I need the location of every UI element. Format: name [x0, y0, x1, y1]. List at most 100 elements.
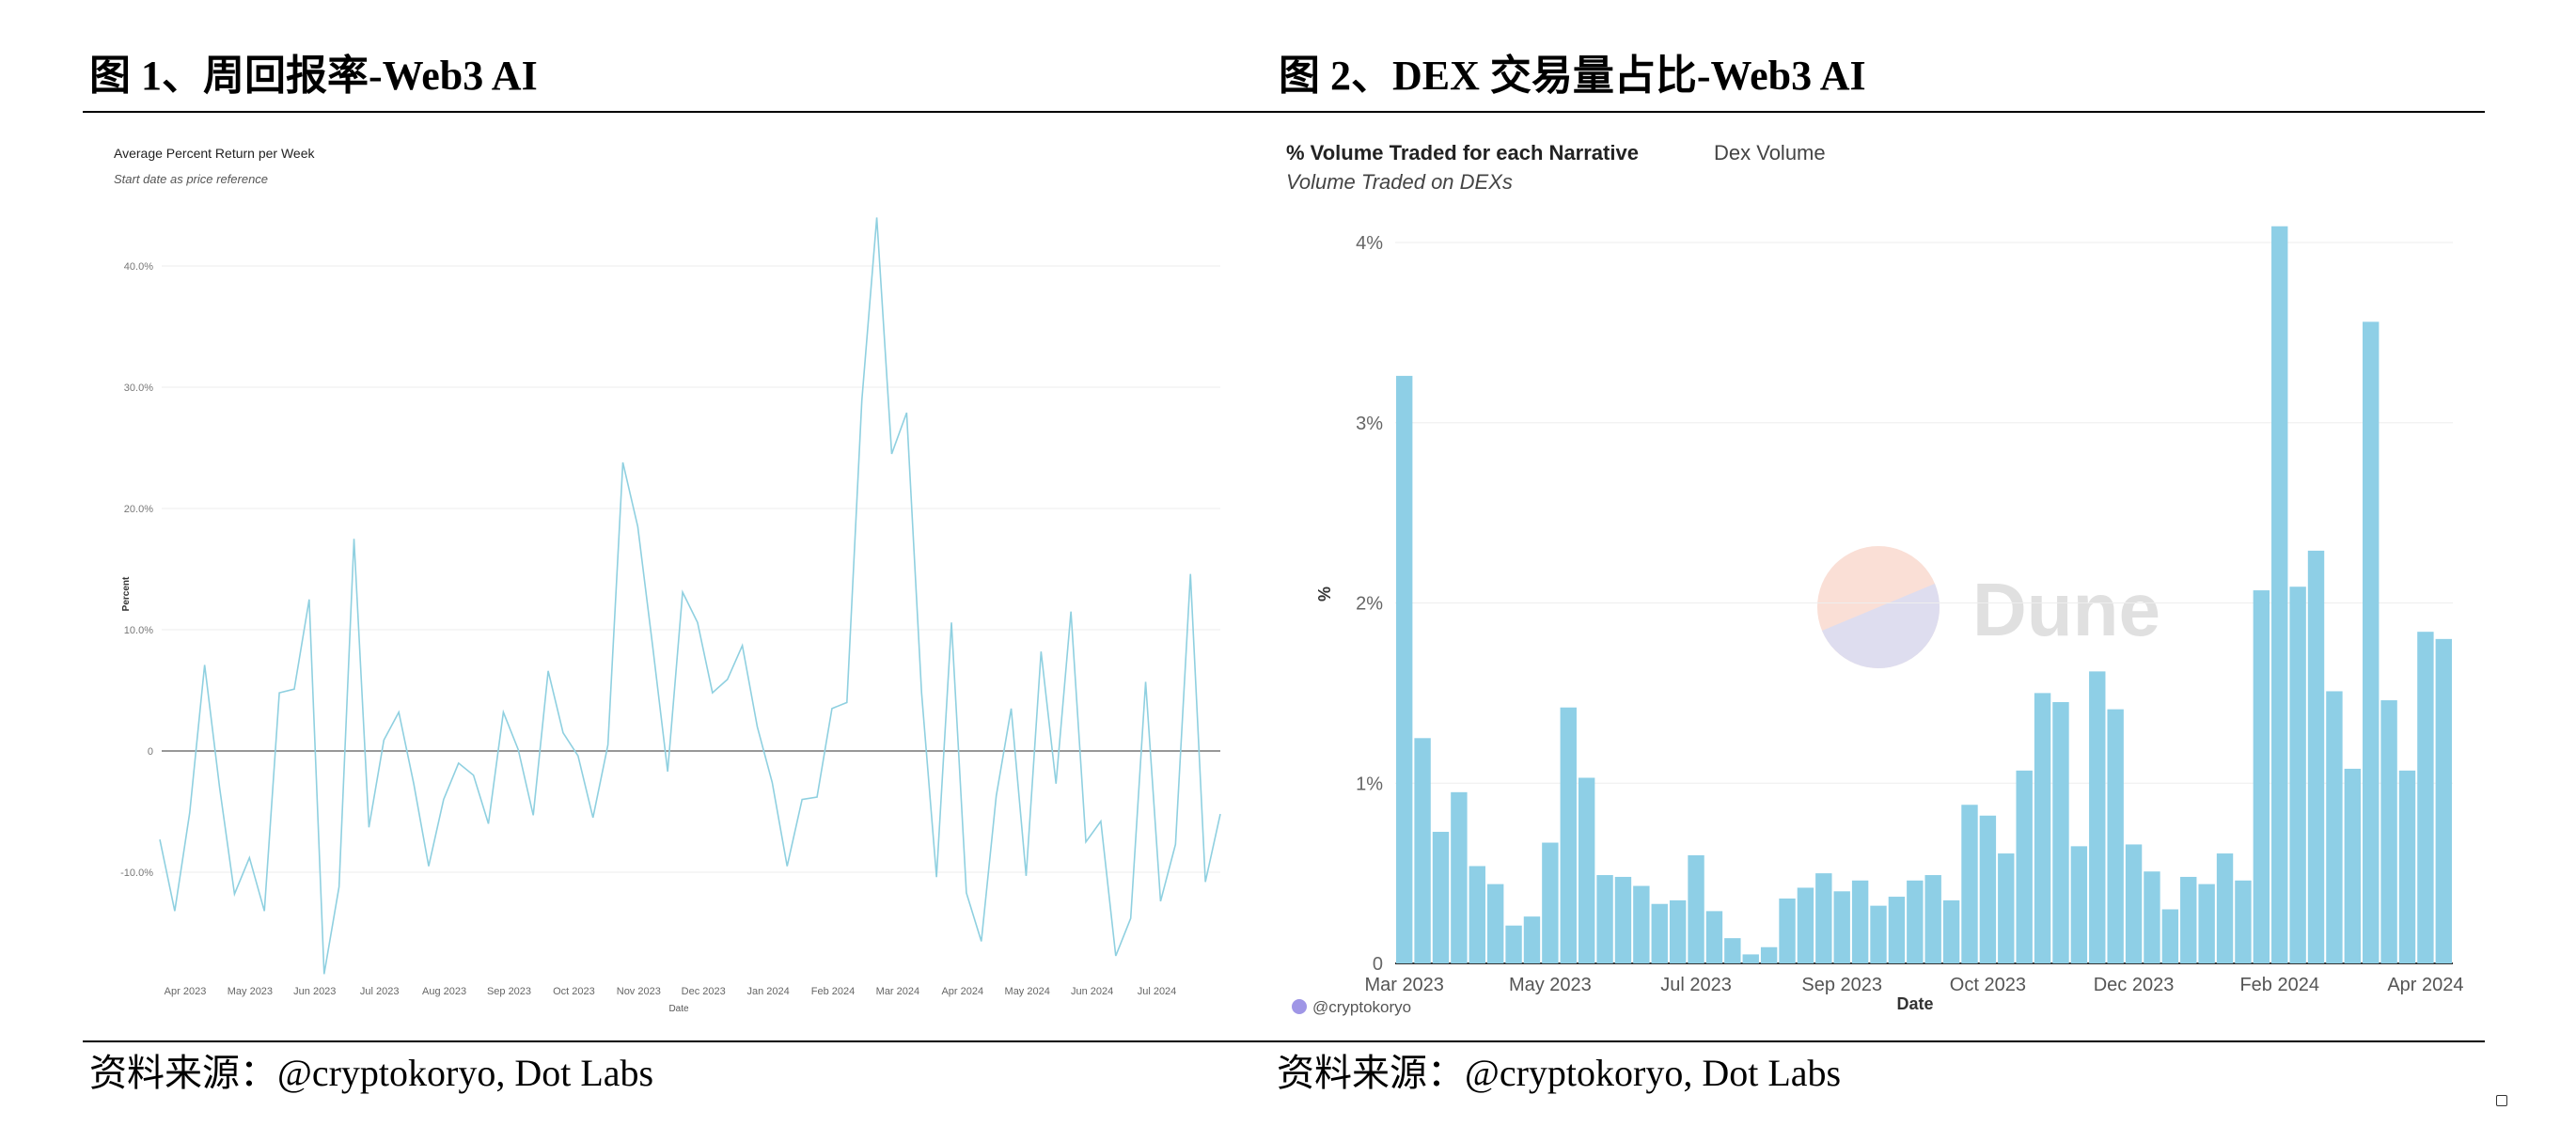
bar — [1651, 903, 1668, 963]
user-avatar-icon — [1292, 999, 1307, 1014]
figure-1-source: 资料来源：@cryptokoryo, Dot Labs — [89, 1052, 654, 1094]
x-tick-label: Sep 2023 — [1801, 975, 1882, 995]
bar — [1469, 866, 1485, 963]
x-tick-label: Jun 2023 — [293, 986, 336, 997]
bar — [1596, 875, 1613, 963]
bar — [1414, 738, 1431, 963]
bar — [1961, 805, 1978, 963]
x-tick-label: May 2023 — [228, 986, 273, 997]
bar — [2271, 226, 2288, 963]
weekly-return-line-chart: Average Percent Return per Week Start da… — [114, 146, 1221, 1014]
x-tick-label: May 2023 — [1509, 975, 1592, 995]
bar — [1688, 854, 1704, 963]
bar — [2289, 586, 2306, 963]
bar — [2107, 709, 2124, 963]
bar — [2052, 701, 2069, 963]
x-tick-label: Feb 2024 — [811, 986, 855, 997]
chart-subtitle: Start date as price reference — [114, 172, 268, 186]
bar — [2398, 770, 2416, 963]
figure-2-title: 图 2、DEX 交易量占比-Web3 AI — [1279, 53, 1866, 99]
x-tick-label: Nov 2023 — [617, 986, 661, 997]
y-tick-label: 2% — [1356, 594, 1383, 615]
bar — [2016, 770, 2033, 963]
y-tick-label: 0 — [148, 746, 153, 758]
bar — [1979, 815, 1997, 963]
bar — [2235, 880, 2252, 963]
bar — [2417, 632, 2434, 963]
x-axis-label: Date — [1896, 994, 1933, 1013]
bar — [1942, 899, 1960, 963]
y-tick-label: 1% — [1356, 774, 1383, 794]
bar — [2125, 844, 2143, 963]
y-tick-label: -10.0% — [120, 868, 153, 879]
bar — [1505, 925, 1522, 963]
bar — [1779, 898, 1796, 963]
bar — [1907, 880, 1924, 963]
x-tick-label: Oct 2023 — [1950, 975, 2026, 995]
y-tick-label: 40.0% — [124, 261, 153, 273]
bar — [1432, 832, 1450, 963]
bar — [2161, 909, 2179, 963]
bar — [1851, 880, 1869, 963]
bar — [1760, 946, 1778, 963]
bar — [1396, 375, 1413, 963]
bar — [1542, 842, 1559, 963]
x-tick-label: Apr 2024 — [941, 986, 983, 997]
x-tick-label: Sep 2023 — [487, 986, 531, 997]
x-tick-label: Jul 2023 — [360, 986, 400, 997]
bar — [1560, 707, 1577, 963]
x-tick-label: Apr 2024 — [2387, 975, 2463, 995]
dune-watermark: Dune — [1817, 546, 2160, 668]
x-tick-label: May 2024 — [1005, 986, 1050, 997]
y-tick-label: 30.0% — [124, 383, 153, 394]
x-tick-label: Apr 2023 — [165, 986, 207, 997]
figure-1-title: 图 1、周回报率-Web3 AI — [89, 53, 538, 99]
bar — [1815, 873, 1832, 963]
x-tick-label: Mar 2024 — [876, 986, 919, 997]
dex-volume-bar-chart: % Volume Traded for each Narrative Dex V… — [1286, 141, 2463, 1016]
bar — [1578, 777, 1595, 963]
chart-tab[interactable]: Dex Volume — [1714, 141, 1826, 164]
bar — [1614, 876, 1632, 963]
credit-text[interactable]: @cryptokoryo — [1312, 998, 1411, 1016]
bar — [1451, 791, 1468, 963]
bar — [1523, 916, 1541, 963]
chart-subtitle: Volume Traded on DEXs — [1286, 170, 1513, 194]
x-tick-label: Jul 2024 — [1138, 986, 1177, 997]
bar — [2216, 853, 2234, 963]
y-tick-label: 3% — [1356, 414, 1383, 434]
bar — [1797, 887, 1814, 963]
x-tick-label: Aug 2023 — [422, 986, 466, 997]
y-tick-label: 0 — [1373, 954, 1383, 975]
bar — [2380, 700, 2397, 963]
bottom-rule — [83, 1040, 2485, 1042]
y-tick-label: 20.0% — [124, 504, 153, 515]
x-tick-label: Jan 2024 — [746, 986, 789, 997]
bar — [1870, 905, 1887, 963]
x-axis-label: Date — [668, 1004, 689, 1014]
bar — [2435, 638, 2452, 963]
x-tick-label: Mar 2023 — [1364, 975, 1444, 995]
top-rule — [83, 111, 2485, 113]
bar — [1833, 891, 1850, 963]
y-tick-label: 4% — [1356, 233, 1383, 254]
y-axis-label: Percent — [121, 576, 132, 611]
bar — [2344, 768, 2362, 963]
bar — [2144, 871, 2160, 963]
x-tick-label: Jun 2024 — [1071, 986, 1113, 997]
bar — [2307, 550, 2325, 963]
bar — [2363, 321, 2380, 963]
bar — [2089, 671, 2106, 963]
bar — [2034, 693, 2051, 963]
x-tick-label: Dec 2023 — [682, 986, 726, 997]
bar — [1888, 897, 1906, 963]
corner-marker — [2496, 1095, 2507, 1106]
x-tick-label: Dec 2023 — [2094, 975, 2175, 995]
bar — [2253, 590, 2270, 963]
figure-2-source: 资料来源：@cryptokoryo, Dot Labs — [1277, 1052, 1842, 1094]
x-tick-label: Feb 2024 — [2239, 975, 2319, 995]
bar — [2198, 884, 2215, 963]
y-axis-label: % — [1314, 586, 1333, 602]
bar — [1742, 954, 1759, 963]
x-tick-label: Jul 2023 — [1660, 975, 1732, 995]
